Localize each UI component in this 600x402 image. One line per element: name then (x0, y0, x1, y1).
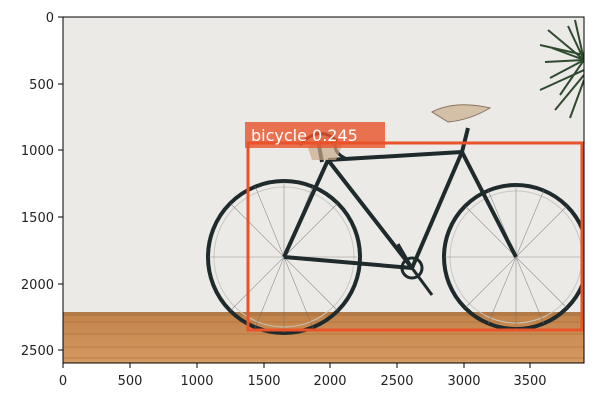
detection-label: bicycle 0.245 (251, 126, 358, 145)
crank (400, 256, 424, 280)
y-tick-label: 0 (46, 11, 54, 26)
x-tick-label: 1000 (180, 374, 213, 389)
baseboard (63, 312, 584, 316)
photo (63, 17, 584, 363)
y-axis: 0 500 1000 1500 2000 2500 (21, 11, 63, 359)
x-tick-label: 2000 (313, 374, 346, 389)
y-tick-label: 1500 (21, 211, 54, 226)
detection-box (246, 141, 584, 332)
y-tick-label: 2000 (21, 278, 54, 293)
y-tick-label: 1000 (21, 144, 54, 159)
y-tick-label: 2500 (21, 344, 54, 359)
axes-frame (62, 16, 585, 364)
x-tick-label: 1500 (247, 374, 280, 389)
x-tick-label: 500 (118, 374, 143, 389)
saddle (430, 104, 492, 123)
plant (539, 19, 584, 119)
detection-label-bg (245, 122, 385, 148)
x-tick-label: 3500 (513, 374, 546, 389)
y-tick-label: 500 (29, 78, 54, 93)
x-axis: 0 500 1000 1500 2000 2500 3000 3500 (59, 363, 547, 389)
x-tick-label: 2500 (380, 374, 413, 389)
x-tick-label: 3000 (447, 374, 480, 389)
x-tick-label: 0 (59, 374, 67, 389)
bike-frame (282, 127, 518, 270)
